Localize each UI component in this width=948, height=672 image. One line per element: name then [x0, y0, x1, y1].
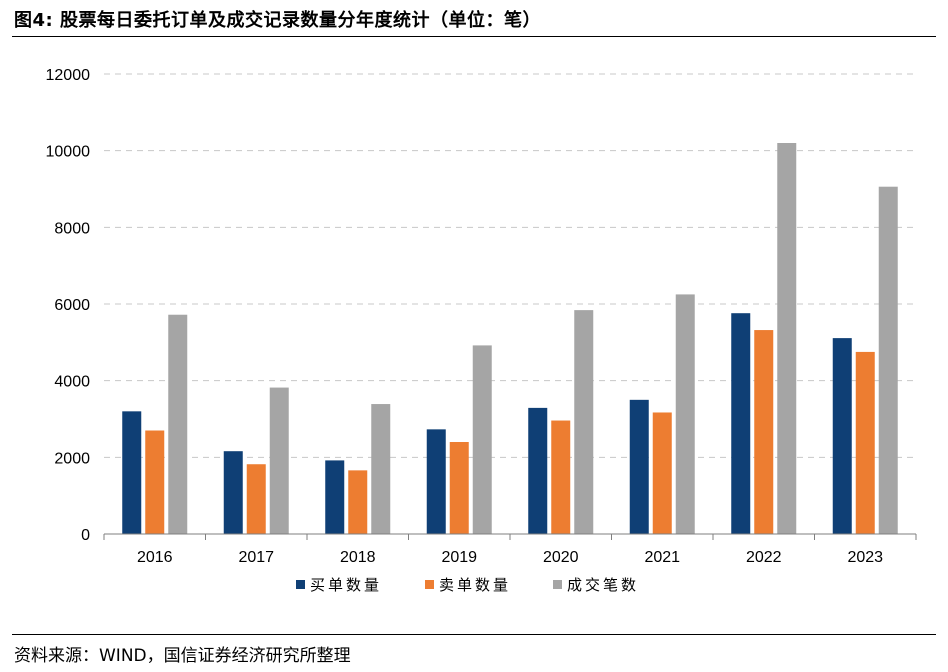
- legend-label: 成交笔数: [567, 576, 639, 594]
- bar-买单数量-2018: [325, 460, 345, 534]
- bar-买单数量-2021: [629, 399, 649, 534]
- bar-卖单数量-2019: [449, 442, 469, 534]
- y-tick-label: 10000: [46, 144, 91, 161]
- bars: [122, 143, 898, 534]
- bar-卖单数量-2017: [246, 464, 266, 534]
- bar-买单数量-2019: [426, 429, 446, 534]
- x-tick-label: 2020: [543, 549, 579, 566]
- bar-卖单数量-2022: [754, 330, 774, 534]
- y-tick-label: 8000: [54, 220, 90, 237]
- bar-chart: 0 2000 4000 6000 8000 10000 12000 2016 2017 2018…: [46, 67, 917, 594]
- bar-成交笔数-2016: [168, 314, 188, 534]
- x-tick-label: 2019: [441, 549, 477, 566]
- legend-swatch: [296, 580, 305, 589]
- bar-成交笔数-2018: [371, 404, 391, 534]
- legend-item: 成交笔数: [553, 576, 639, 594]
- source-rule: [12, 634, 936, 635]
- y-tick-label: 6000: [54, 297, 90, 314]
- y-tick-label: 12000: [46, 67, 91, 84]
- chart-title: 图4: 股票每日委托订单及成交记录数量分年度统计（单位：笔）: [14, 10, 541, 31]
- y-tick-label: 2000: [54, 450, 90, 467]
- bar-买单数量-2020: [528, 407, 548, 534]
- y-axis: 0 2000 4000 6000 8000 10000 12000: [46, 67, 91, 544]
- bar-卖单数量-2020: [551, 420, 571, 534]
- y-tick-label: 0: [81, 527, 90, 544]
- bar-买单数量-2017: [223, 451, 243, 534]
- bar-成交笔数-2017: [269, 387, 289, 534]
- bar-卖单数量-2021: [652, 412, 672, 534]
- y-tick-label: 4000: [54, 374, 90, 391]
- x-axis: 2016 2017 2018 2019 2020 2021 2022 2023: [103, 533, 917, 566]
- legend-label: 卖单数量: [439, 576, 511, 594]
- legend-swatch: [425, 580, 434, 589]
- legend: 买单数量 卖单数量 成交笔数: [296, 576, 639, 594]
- x-tick-label: 2021: [644, 549, 680, 566]
- bar-成交笔数-2021: [675, 294, 695, 534]
- x-tick-label: 2018: [340, 549, 376, 566]
- bar-成交笔数-2019: [472, 345, 492, 534]
- bar-买单数量-2023: [832, 338, 852, 534]
- x-tick-label: 2022: [746, 549, 782, 566]
- title-rule: [12, 36, 936, 37]
- bar-成交笔数-2023: [878, 186, 898, 534]
- legend-label: 买单数量: [310, 576, 382, 594]
- bar-买单数量-2016: [122, 411, 142, 534]
- legend-item: 买单数量: [296, 576, 382, 594]
- bar-成交笔数-2022: [777, 143, 797, 534]
- bar-买单数量-2022: [731, 313, 751, 534]
- bar-卖单数量-2023: [855, 351, 875, 534]
- bar-卖单数量-2016: [145, 430, 165, 534]
- source-note: 资料来源：WIND，国信证券经济研究所整理: [14, 646, 351, 666]
- x-tick-label: 2017: [238, 549, 274, 566]
- x-tick-label: 2016: [137, 549, 173, 566]
- legend-item: 卖单数量: [425, 576, 511, 594]
- bar-卖单数量-2018: [348, 470, 368, 534]
- x-tick-label: 2023: [847, 549, 883, 566]
- legend-swatch: [553, 580, 562, 589]
- bar-成交笔数-2020: [574, 310, 594, 534]
